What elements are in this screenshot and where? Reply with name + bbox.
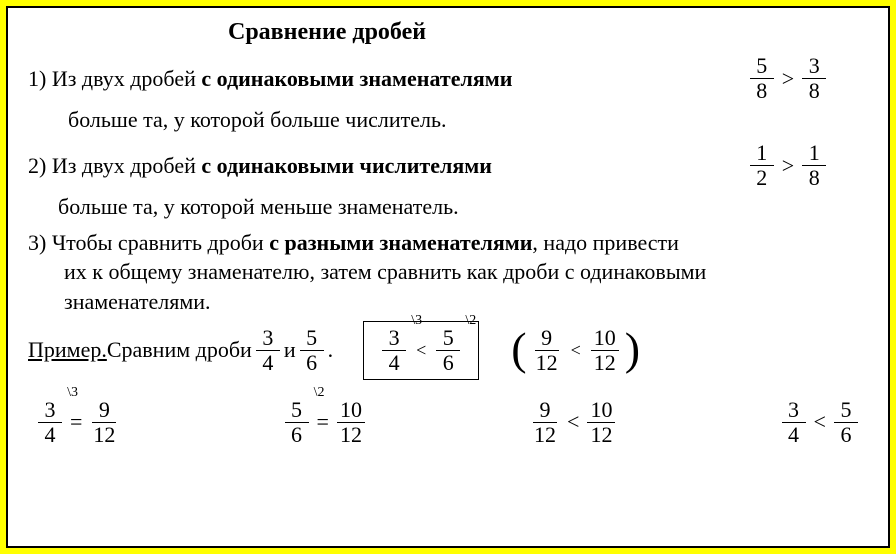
- work-step-1: \3 34 = 912: [34, 398, 122, 447]
- fraction: \3 34: [382, 326, 406, 375]
- fraction: 912: [90, 398, 118, 447]
- fraction: 1012: [587, 398, 615, 447]
- rule2-text-bold: с одинаковыми числителями: [201, 153, 492, 178]
- fraction: \3 34: [38, 398, 62, 447]
- work-cmp-1: 912 < 1012: [527, 398, 619, 447]
- rule1-math: 58 > 38: [708, 54, 868, 103]
- work-row: \3 34 = 912 \2 56 = 1012 912 < 1012: [28, 398, 868, 447]
- rule1-text-a: 1) Из двух дробей: [28, 66, 201, 91]
- fraction: 38: [802, 54, 826, 103]
- fraction: 56: [834, 398, 858, 447]
- fraction: 912: [533, 326, 561, 375]
- fraction: 34: [256, 326, 280, 375]
- fraction: 12: [750, 141, 774, 190]
- fraction: 58: [750, 54, 774, 103]
- fraction: 1012: [337, 398, 365, 447]
- rule2-math: 12 > 18: [708, 141, 868, 190]
- example-statement: Пример. Сравним дроби 34 и 56 .: [28, 326, 333, 375]
- example-paren: ( 912 < 1012 ): [509, 326, 642, 375]
- paren-left: (: [511, 335, 526, 363]
- rule1-line2: больше та, у которой больше числитель.: [28, 105, 868, 135]
- paren-right: ): [625, 335, 640, 363]
- work-step-2: \2 56 = 1012: [281, 398, 369, 447]
- fraction: 34: [782, 398, 806, 447]
- rule-3: 3) Чтобы сравнить дроби с разными знамен…: [28, 228, 868, 317]
- fraction: 18: [802, 141, 826, 190]
- fraction: \2 56: [436, 326, 460, 375]
- page-title: Сравнение дробей: [228, 16, 868, 48]
- fraction: 912: [531, 398, 559, 447]
- work-cmp-2: 34 < 56: [778, 398, 862, 447]
- rule1-text-bold: с одинаковыми знаменателями: [201, 66, 512, 91]
- fraction: \2 56: [285, 398, 309, 447]
- example-row: Пример. Сравним дроби 34 и 56 . \3 34 < …: [28, 321, 868, 380]
- math-card: Сравнение дробей 1) Из двух дробей с оди…: [6, 6, 890, 548]
- example-boxed: \3 34 < \2 56: [363, 321, 479, 380]
- rule2-text-a: 2) Из двух дробей: [28, 153, 201, 178]
- fraction: 56: [300, 326, 324, 375]
- rule-2: 2) Из двух дробей с одинаковыми числител…: [28, 141, 868, 190]
- fraction: 1012: [591, 326, 619, 375]
- rule-1: 1) Из двух дробей с одинаковыми знаменат…: [28, 54, 868, 103]
- rule2-line2: больше та, у которой меньше знаменатель.: [28, 192, 868, 222]
